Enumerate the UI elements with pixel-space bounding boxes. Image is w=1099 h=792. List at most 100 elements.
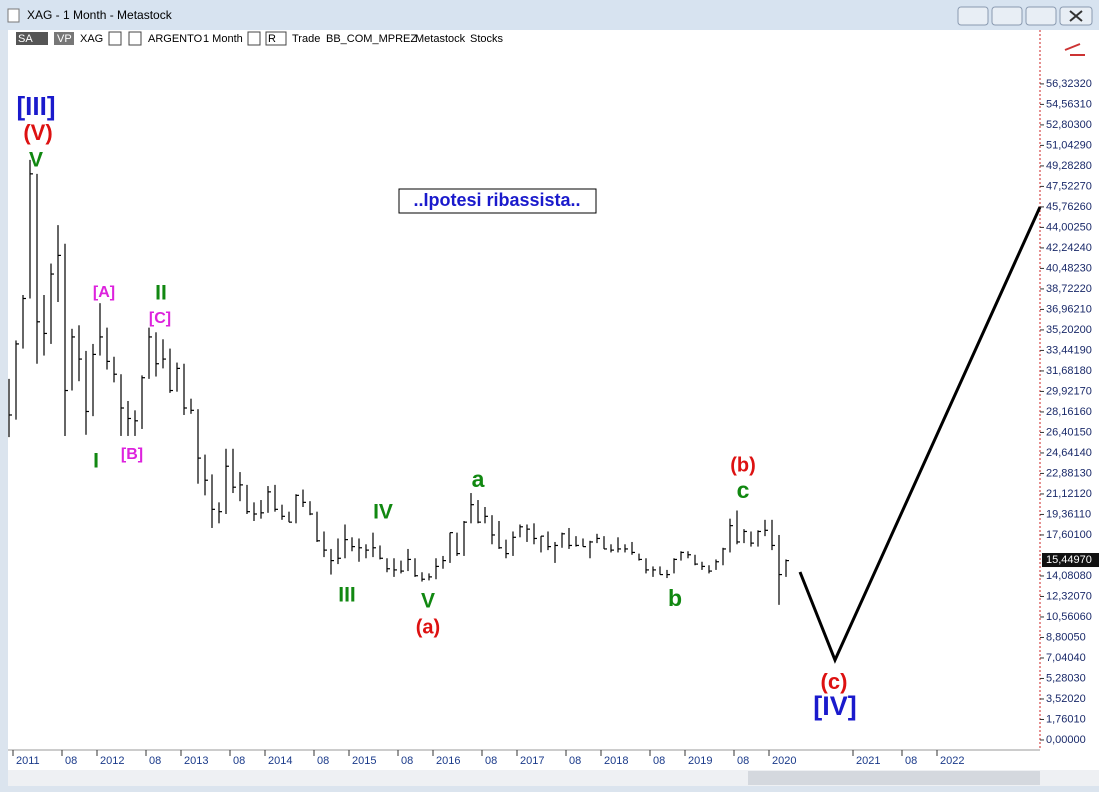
y-tick-label: 40,48230	[1046, 262, 1092, 274]
toolbar-item: 1 Month	[203, 33, 243, 45]
app-icon	[7, 8, 20, 23]
toolbar-item[interactable]: R	[268, 33, 276, 45]
x-tick-label: 08	[905, 755, 917, 767]
y-tick-label: 36,96210	[1046, 303, 1092, 315]
x-tick-label: 08	[485, 755, 497, 767]
x-tick-label: 2017	[520, 755, 544, 767]
y-tick-label: 31,68180	[1046, 365, 1092, 377]
last-price-box	[1042, 553, 1099, 568]
x-tick-label: 2011	[16, 755, 40, 767]
y-tick-label: 8,80050	[1046, 631, 1086, 643]
x-tick-label: 08	[737, 755, 749, 767]
y-tick-label: 44,00250	[1046, 221, 1092, 233]
y-tick-label: 29,92170	[1046, 385, 1092, 397]
x-tick-label: 2018	[604, 755, 628, 767]
toolbar-item[interactable]: VP	[57, 33, 72, 45]
name-dropdown[interactable]	[128, 31, 142, 46]
toolbar-item: Stocks	[470, 33, 504, 45]
toolbar-item: BB_COM_MPREZ	[326, 33, 417, 45]
wave-label: V	[29, 149, 43, 172]
y-tick-label: 51,04290	[1046, 139, 1092, 151]
wave-label: [B]	[121, 446, 143, 463]
wave-label: III	[338, 584, 356, 607]
x-tick-label: 08	[401, 755, 413, 767]
wave-label: c	[737, 477, 750, 503]
price-axis	[1040, 30, 1099, 750]
x-tick-label: 2016	[436, 755, 460, 767]
title-bar	[0, 0, 1099, 30]
toolbar-item[interactable]: SA	[18, 33, 33, 45]
x-tick-label: 08	[317, 755, 329, 767]
x-tick-label: 2022	[940, 755, 964, 767]
y-tick-label: 22,88130	[1046, 467, 1092, 479]
plot-area	[8, 30, 1040, 750]
close-icon	[1069, 10, 1083, 22]
toolbar-item: ARGENTO	[148, 33, 203, 45]
x-tick-label: 2012	[100, 755, 124, 767]
minimize-button[interactable]	[991, 6, 1023, 26]
y-tick-label: 24,64140	[1046, 447, 1092, 459]
y-tick-label: 5,28030	[1046, 672, 1086, 684]
y-tick-label: 33,44190	[1046, 344, 1092, 356]
y-tick-label: 1,76010	[1046, 713, 1086, 725]
last-price-label: 15,44970	[1046, 554, 1092, 566]
x-tick-label: 08	[569, 755, 581, 767]
x-tick-label: 2020	[772, 755, 796, 767]
note-box	[398, 188, 597, 214]
x-tick-label: 2014	[268, 755, 292, 767]
wave-label: (V)	[23, 120, 52, 145]
y-tick-label: 35,20200	[1046, 324, 1092, 336]
toolbar-item: XAG	[80, 33, 103, 45]
y-tick-label: 45,76260	[1046, 201, 1092, 213]
y-tick-label: 19,36110	[1046, 508, 1091, 520]
r-dropdown[interactable]	[265, 31, 287, 46]
toolbar-item: Trade	[292, 33, 320, 45]
x-tick-label: 08	[65, 755, 77, 767]
scroll-thumb[interactable]	[748, 771, 1040, 785]
symbol-dropdown[interactable]	[108, 31, 122, 46]
wave-label: [IV]	[813, 691, 857, 721]
y-tick-label: 38,72220	[1046, 283, 1092, 295]
wave-label: [III]	[17, 91, 56, 121]
x-tick-label: 2019	[688, 755, 712, 767]
y-tick-label: 14,08080	[1046, 570, 1092, 582]
y-tick-label: 56,32320	[1046, 78, 1092, 90]
y-tick-label: 28,16160	[1046, 406, 1092, 418]
x-tick-label: 2013	[184, 755, 208, 767]
y-tick-label: 21,12120	[1046, 488, 1092, 500]
y-tick-label: 12,32070	[1046, 590, 1092, 602]
y-tick-label: 26,40150	[1046, 426, 1092, 438]
wave-label: V	[421, 590, 435, 613]
wave-label: [A]	[93, 284, 115, 301]
y-tick-label: 52,80300	[1046, 119, 1092, 131]
restore-button[interactable]	[957, 6, 989, 26]
y-tick-label: 3,52020	[1046, 693, 1086, 705]
maximize-button[interactable]	[1025, 6, 1057, 26]
x-tick-label: 2015	[352, 755, 376, 767]
y-tick-label: 7,04040	[1046, 652, 1086, 664]
x-tick-label: 08	[149, 755, 161, 767]
projection-line	[798, 206, 1042, 664]
toolbar-item: Metastock	[415, 33, 466, 45]
time-axis	[8, 750, 1099, 770]
y-tick-label: 49,28280	[1046, 160, 1092, 172]
period-dropdown[interactable]	[247, 31, 261, 46]
tool-icon[interactable]	[1064, 43, 1085, 56]
x-tick-label: 08	[653, 755, 665, 767]
x-tick-label: 2021	[856, 755, 880, 767]
note: ..Ipotesi ribassista..	[413, 190, 580, 210]
wave-label: IV	[373, 501, 393, 524]
y-tick-label: 42,24240	[1046, 242, 1092, 254]
x-tick-label: 08	[233, 755, 245, 767]
wave-label: I	[93, 450, 99, 473]
wave-label: (c)	[821, 669, 848, 694]
vp-button[interactable]	[54, 32, 74, 45]
y-tick-label: 17,60100	[1046, 529, 1092, 541]
sa-button[interactable]	[16, 32, 48, 45]
y-tick-label: 54,56310	[1046, 98, 1092, 110]
wave-label: II	[155, 282, 167, 305]
wave-label: a	[472, 466, 485, 492]
wave-label: b	[668, 585, 682, 611]
